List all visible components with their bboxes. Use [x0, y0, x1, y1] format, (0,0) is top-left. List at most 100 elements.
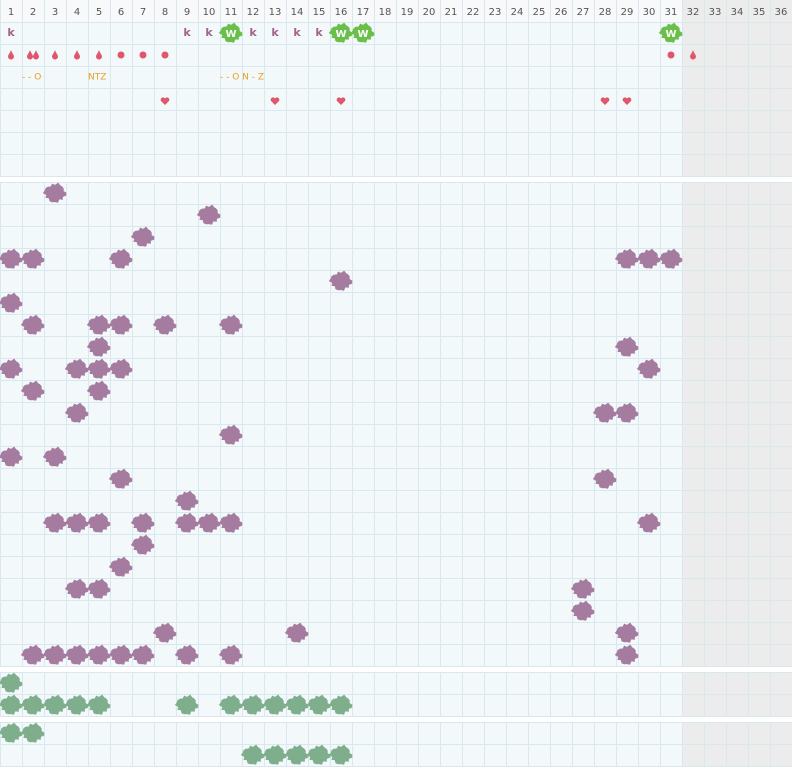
blob [0, 292, 23, 313]
blob [592, 468, 617, 489]
blob [196, 204, 221, 225]
day-number: 5 [96, 7, 102, 18]
dot [139, 51, 147, 59]
blob [130, 512, 155, 533]
drop [74, 50, 80, 60]
blob [592, 402, 617, 423]
dot [667, 51, 675, 59]
letter: k [315, 26, 323, 39]
blob [262, 694, 287, 715]
day-number: 4 [74, 7, 80, 18]
day-number: 34 [731, 7, 744, 18]
blob [174, 694, 199, 715]
day-number: 16 [335, 7, 348, 18]
drop [690, 50, 696, 60]
blob [306, 744, 331, 765]
day-number: 2 [30, 7, 36, 18]
blob [284, 622, 309, 643]
note: - - O [22, 73, 41, 83]
letter: k [271, 26, 279, 39]
day-number: 36 [775, 7, 788, 18]
blob [174, 512, 199, 533]
day-number: 9 [184, 7, 190, 18]
blob [0, 446, 23, 467]
heart [600, 97, 610, 105]
day-number: 14 [291, 7, 304, 18]
blob [86, 314, 111, 335]
blob [218, 512, 243, 533]
blob [284, 694, 309, 715]
blob [328, 694, 353, 715]
day-number: 32 [687, 7, 700, 18]
blob [108, 248, 133, 269]
day-number: 29 [621, 7, 634, 18]
note: NTZ [88, 73, 106, 83]
blob [42, 694, 67, 715]
day-number: 6 [118, 7, 124, 18]
drop [8, 50, 14, 60]
blob [42, 512, 67, 533]
blob [658, 248, 683, 269]
blob [86, 578, 111, 599]
blob [20, 644, 45, 665]
blob [218, 644, 243, 665]
blob [64, 644, 89, 665]
blob [636, 512, 661, 533]
blob [64, 402, 89, 423]
day-number: 13 [269, 7, 282, 18]
letter: k [183, 26, 191, 39]
blob [0, 248, 23, 269]
blob [306, 694, 331, 715]
blob [42, 446, 67, 467]
drop [52, 50, 58, 60]
blob [130, 644, 155, 665]
day-number: 20 [423, 7, 436, 18]
heart [160, 97, 170, 105]
blob [218, 314, 243, 335]
blob [328, 270, 353, 291]
blob [636, 248, 661, 269]
day-number: 33 [709, 7, 722, 18]
blob [240, 694, 265, 715]
blob [42, 644, 67, 665]
drop [27, 50, 33, 60]
blob [328, 22, 353, 43]
blob [196, 512, 221, 533]
badge-letter: W [335, 29, 346, 40]
letter: k [293, 26, 301, 39]
day-number: 28 [599, 7, 612, 18]
day-number: 7 [140, 7, 146, 18]
blob [570, 578, 595, 599]
blob [0, 672, 23, 693]
day-number: 17 [357, 7, 370, 18]
heart [270, 97, 280, 105]
blob [614, 402, 639, 423]
day-number: 12 [247, 7, 260, 18]
letter: k [7, 26, 15, 39]
blob [0, 694, 23, 715]
shaded-days [682, 22, 792, 176]
badge-letter: W [357, 29, 368, 40]
blob [570, 600, 595, 621]
day-number: 3 [52, 7, 58, 18]
blob [350, 22, 375, 43]
day-number: 15 [313, 7, 326, 18]
blob [174, 490, 199, 511]
day-number: 22 [467, 7, 480, 18]
blob [42, 182, 67, 203]
blob [614, 622, 639, 643]
blob [0, 722, 23, 743]
blob [240, 744, 265, 765]
blob [64, 578, 89, 599]
blob [86, 380, 111, 401]
blob [152, 622, 177, 643]
heart [622, 97, 632, 105]
day-number: 31 [665, 7, 678, 18]
blob [20, 380, 45, 401]
blob [108, 314, 133, 335]
blob [108, 556, 133, 577]
blob [328, 744, 353, 765]
blob [108, 358, 133, 379]
day-number: 8 [162, 7, 168, 18]
day-number: 21 [445, 7, 458, 18]
